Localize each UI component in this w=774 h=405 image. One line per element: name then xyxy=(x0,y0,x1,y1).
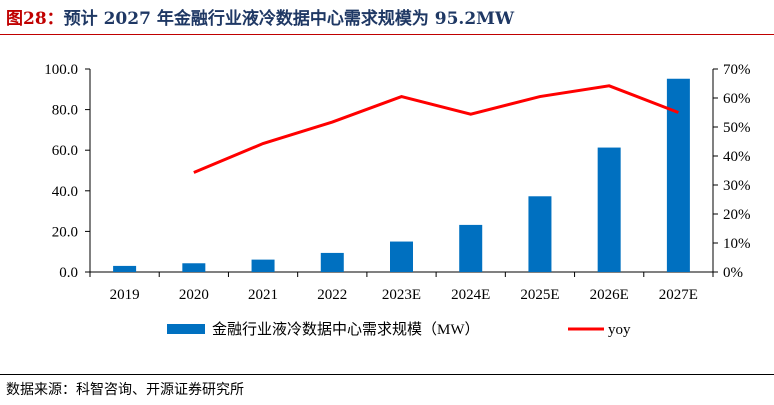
legend-bar-label: 金融行业液冷数据中心需求规模（MW） xyxy=(212,321,480,338)
left-tick-label: 0.0 xyxy=(59,265,78,281)
right-tick-label: 70% xyxy=(723,62,751,78)
x-tick-label: 2026E xyxy=(590,287,629,303)
x-tick-label: 2021 xyxy=(248,287,278,303)
right-tick-label: 20% xyxy=(723,207,751,223)
bar xyxy=(182,263,206,272)
bar xyxy=(459,224,483,272)
title-divider xyxy=(0,34,774,35)
left-tick-label: 40.0 xyxy=(52,184,78,200)
bar xyxy=(528,196,552,272)
chart-title: 图28：预计 2027 年金融行业液冷数据中心需求规模为 95.2MW xyxy=(6,4,514,29)
x-tick-label: 2027E xyxy=(659,287,698,303)
legend-bar-swatch xyxy=(167,324,205,334)
left-tick-label: 80.0 xyxy=(52,103,78,119)
bar xyxy=(113,265,137,272)
right-tick-label: 50% xyxy=(723,120,751,136)
source-divider xyxy=(0,374,774,375)
left-tick-label: 20.0 xyxy=(52,224,78,240)
x-tick-label: 2022 xyxy=(317,287,347,303)
figure-label: 图28： xyxy=(6,9,64,29)
bar xyxy=(320,252,344,272)
yoy-line xyxy=(193,84,679,174)
right-tick-label: 10% xyxy=(723,236,751,252)
bar xyxy=(390,241,413,272)
x-tick-label: 2024E xyxy=(451,287,490,303)
right-tick-label: 40% xyxy=(723,149,751,165)
x-tick-label: 2019 xyxy=(110,287,140,303)
right-tick-label: 30% xyxy=(723,178,751,194)
title-text: 预计 2027 年金融行业液冷数据中心需求规模为 95.2MW xyxy=(63,9,515,29)
x-tick-label: 2025E xyxy=(520,287,559,303)
right-tick-label: 60% xyxy=(723,91,751,107)
x-tick-label: 2023E xyxy=(382,287,421,303)
source-note: 数据来源：科智咨询、开源证券研究所 xyxy=(6,382,244,398)
bar xyxy=(666,78,690,272)
legend-line-label: yoy xyxy=(608,322,631,338)
left-tick-label: 100.0 xyxy=(44,62,78,78)
right-tick-label: 0% xyxy=(723,265,743,281)
x-tick-label: 2020 xyxy=(179,287,209,303)
bar xyxy=(251,259,275,272)
left-tick-label: 60.0 xyxy=(52,143,78,159)
bar xyxy=(597,147,621,272)
